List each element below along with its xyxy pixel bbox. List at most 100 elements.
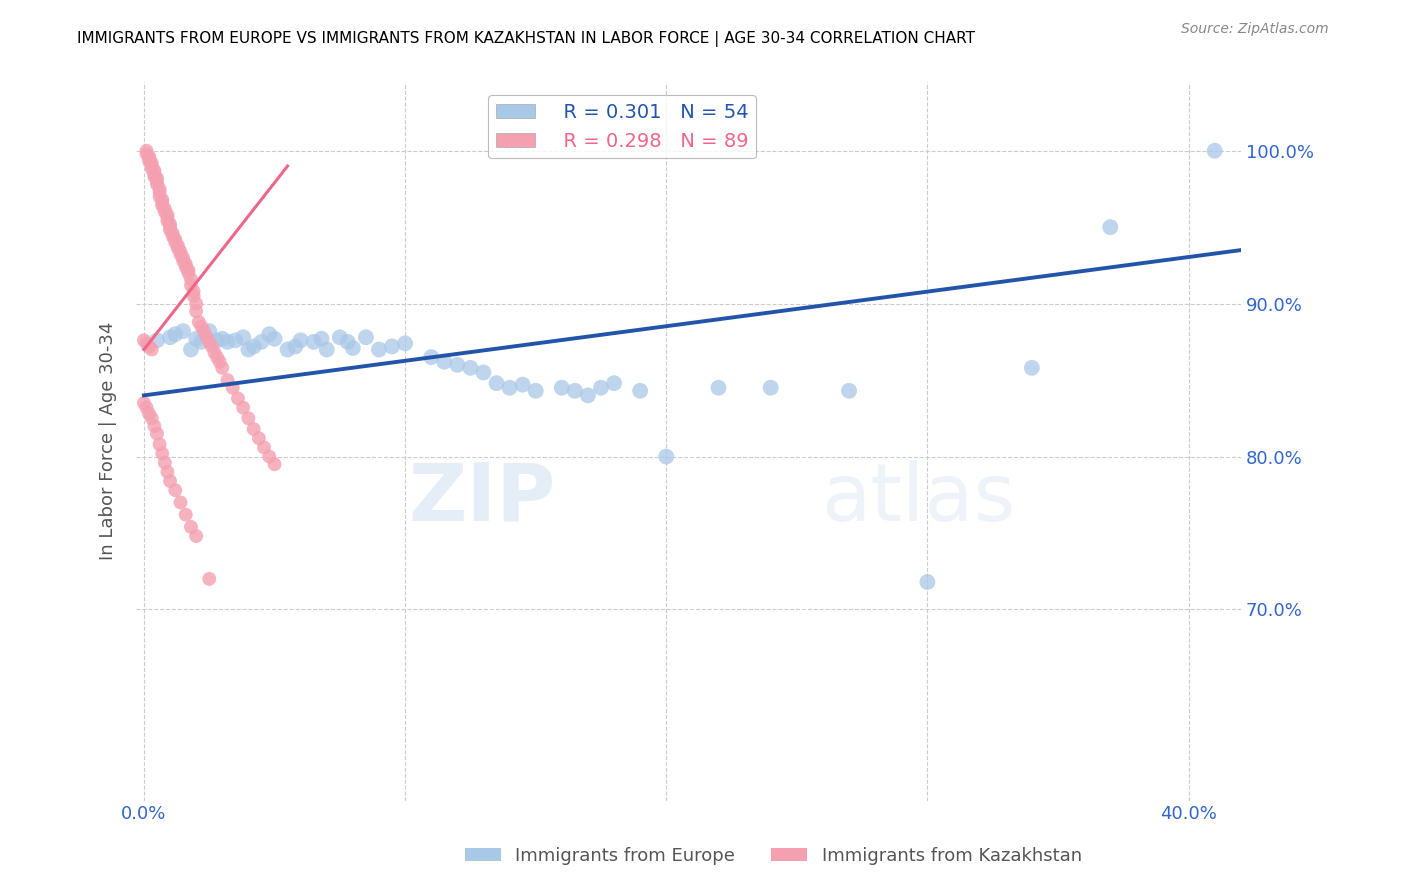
Point: [141, 343, 163, 357]
Point: [187, 315, 209, 329]
Point: [149, 182, 172, 196]
Point: [132, 334, 155, 348]
Point: [277, 343, 299, 357]
Point: [174, 508, 197, 522]
Point: [284, 339, 307, 353]
Point: [329, 330, 352, 344]
Point: [135, 401, 157, 415]
Point: [177, 266, 200, 280]
Point: [143, 419, 166, 434]
Point: [165, 327, 187, 342]
Point: [180, 343, 202, 357]
Point: [153, 202, 176, 216]
Point: [238, 343, 260, 357]
Point: [253, 441, 276, 455]
Point: [224, 334, 246, 348]
Point: [183, 285, 205, 299]
Point: [205, 350, 228, 364]
Point: [138, 339, 160, 353]
Point: [263, 332, 285, 346]
Legend:   R = 0.301   N = 54,   R = 0.298   N = 89: R = 0.301 N = 54, R = 0.298 N = 89: [488, 95, 756, 159]
Point: [177, 263, 200, 277]
Point: [186, 332, 208, 346]
Point: [311, 332, 333, 346]
Point: [655, 450, 678, 464]
Point: [180, 278, 202, 293]
Point: [146, 174, 169, 188]
Point: [162, 229, 184, 244]
Point: [135, 144, 157, 158]
Point: [211, 360, 233, 375]
Text: IMMIGRANTS FROM EUROPE VS IMMIGRANTS FROM KAZAKHSTAN IN LABOR FORCE | AGE 30-34 : IMMIGRANTS FROM EUROPE VS IMMIGRANTS FRO…: [77, 31, 976, 47]
Point: [524, 384, 547, 398]
Point: [159, 474, 181, 488]
Point: [485, 376, 508, 391]
Point: [551, 381, 574, 395]
Point: [211, 332, 233, 346]
Point: [150, 195, 173, 210]
Point: [226, 392, 249, 406]
Point: [247, 431, 270, 445]
Point: [143, 167, 166, 181]
Text: atlas: atlas: [821, 459, 1015, 538]
Point: [141, 156, 163, 170]
Point: [290, 334, 312, 348]
Point: [1021, 360, 1043, 375]
Point: [149, 437, 172, 451]
Point: [138, 150, 160, 164]
Point: [153, 205, 176, 219]
Point: [838, 384, 860, 398]
Point: [917, 574, 939, 589]
Point: [208, 355, 231, 369]
Point: [143, 169, 166, 184]
Point: [205, 334, 228, 348]
Point: [446, 358, 468, 372]
Point: [242, 339, 264, 353]
Point: [150, 446, 173, 460]
Point: [159, 217, 181, 231]
Point: [707, 381, 730, 395]
Point: [141, 159, 163, 173]
Point: [198, 572, 221, 586]
Point: [141, 411, 163, 425]
Point: [315, 343, 337, 357]
Point: [368, 343, 391, 357]
Point: [263, 457, 285, 471]
Point: [232, 330, 254, 344]
Point: [146, 426, 169, 441]
Point: [238, 411, 260, 425]
Point: [190, 334, 212, 349]
Point: [149, 185, 172, 199]
Point: [159, 223, 181, 237]
Point: [167, 242, 190, 256]
Point: [138, 152, 160, 166]
Point: [242, 422, 264, 436]
Point: [169, 244, 191, 259]
Point: [232, 401, 254, 415]
Point: [174, 257, 197, 271]
Point: [186, 296, 208, 310]
Point: [165, 235, 187, 250]
Point: [198, 334, 221, 349]
Point: [159, 220, 181, 235]
Point: [135, 146, 157, 161]
Point: [512, 377, 534, 392]
Point: [759, 381, 782, 395]
Point: [172, 253, 194, 268]
Point: [217, 373, 239, 387]
Point: [472, 366, 495, 380]
Point: [156, 465, 179, 479]
Point: [180, 520, 202, 534]
Point: [165, 483, 187, 498]
Point: [198, 324, 221, 338]
Point: [138, 154, 160, 169]
Point: [146, 171, 169, 186]
Point: [259, 450, 281, 464]
Point: [162, 227, 184, 241]
Point: [172, 251, 194, 265]
Point: [169, 495, 191, 509]
Point: [183, 289, 205, 303]
Point: [433, 355, 456, 369]
Point: [149, 189, 172, 203]
Point: [628, 384, 651, 398]
